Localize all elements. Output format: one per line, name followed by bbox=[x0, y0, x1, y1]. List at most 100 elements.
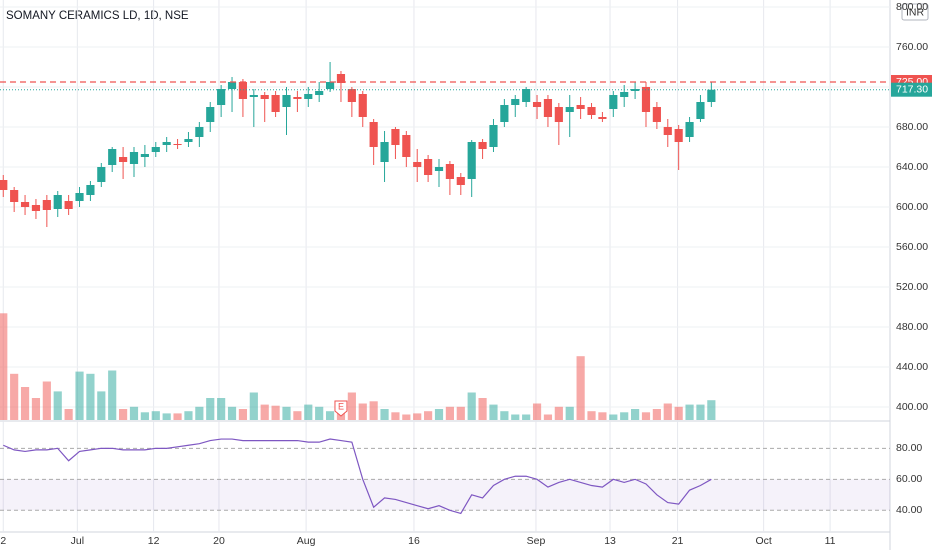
volume-bar bbox=[522, 414, 531, 420]
volume-bar bbox=[173, 413, 182, 420]
rsi-tick-label: 40.00 bbox=[896, 504, 922, 516]
y-tick-label: 400.00 bbox=[896, 401, 928, 413]
volume-bar bbox=[293, 411, 302, 420]
candle-body bbox=[369, 122, 378, 147]
volume-bar bbox=[31, 398, 41, 420]
volume-bar bbox=[565, 406, 574, 420]
candle-body bbox=[315, 91, 324, 95]
volume-bar bbox=[249, 392, 258, 420]
candle-body bbox=[260, 95, 269, 99]
x-tick-label: 12 bbox=[148, 535, 160, 547]
y-tick-label: 680.00 bbox=[896, 121, 928, 133]
candle-body bbox=[86, 185, 95, 195]
volume-bar bbox=[641, 412, 651, 420]
candle-body bbox=[467, 142, 476, 179]
volume-bar bbox=[511, 414, 520, 420]
candle-body bbox=[97, 167, 106, 182]
volume-bar bbox=[456, 406, 465, 420]
candle-body bbox=[31, 205, 41, 211]
volume-bar bbox=[478, 398, 487, 420]
volume-bar bbox=[576, 356, 585, 420]
currency-box[interactable] bbox=[901, 3, 929, 21]
volume-bar bbox=[631, 409, 640, 420]
volume-bar bbox=[369, 401, 378, 420]
candle-body bbox=[20, 202, 30, 207]
volume-bar bbox=[119, 409, 128, 420]
candle-body bbox=[271, 95, 280, 112]
volume-bar bbox=[598, 412, 607, 420]
candle-body bbox=[652, 107, 661, 122]
volume-bar bbox=[315, 406, 324, 420]
x-tick-label: 13 bbox=[604, 535, 616, 547]
candle-body bbox=[707, 89, 716, 102]
volume-bar bbox=[413, 413, 422, 420]
volume-bar bbox=[325, 411, 335, 420]
volume-bar bbox=[10, 373, 19, 420]
candle-body bbox=[511, 99, 520, 105]
volume-bar bbox=[445, 406, 454, 420]
x-tick-label: Sep bbox=[527, 535, 546, 547]
volume-bar bbox=[97, 391, 106, 420]
volume-bar bbox=[75, 371, 84, 420]
volume-bar bbox=[86, 373, 95, 420]
volume-bar bbox=[620, 412, 629, 420]
candle-body bbox=[10, 190, 19, 202]
volume-bar bbox=[42, 381, 51, 420]
candle-body bbox=[173, 144, 182, 145]
volume-bar bbox=[500, 411, 509, 420]
candle-body bbox=[641, 87, 651, 112]
y-tick-label: 560.00 bbox=[896, 241, 928, 253]
volume-bar bbox=[64, 409, 73, 420]
candle-body bbox=[206, 107, 215, 122]
candle-body bbox=[554, 107, 563, 122]
chart-title: SOMANY CERAMICS LD, 1D, NSE bbox=[6, 10, 189, 22]
currency: INR bbox=[906, 6, 925, 18]
candle-body bbox=[598, 117, 607, 119]
candle-body bbox=[347, 89, 356, 102]
candle-body bbox=[696, 102, 705, 119]
rsi-line bbox=[3, 438, 712, 515]
candle-body bbox=[249, 95, 258, 97]
volume-bar bbox=[489, 404, 498, 420]
y-tick-label: 440.00 bbox=[896, 361, 928, 373]
volume-bar bbox=[674, 406, 683, 420]
candle-body bbox=[184, 139, 193, 142]
candle-body bbox=[402, 135, 411, 157]
candle-body bbox=[42, 200, 51, 210]
x-tick-label: Aug bbox=[297, 535, 316, 547]
candle-body bbox=[576, 105, 585, 109]
y-tick-label: 760.00 bbox=[896, 41, 928, 53]
candle-body bbox=[434, 167, 444, 171]
candle-body bbox=[380, 142, 389, 162]
volume-bar bbox=[20, 387, 30, 420]
earnings-label: E bbox=[338, 401, 344, 411]
volume-bar bbox=[304, 404, 313, 420]
candle-body bbox=[391, 129, 400, 145]
candle-body bbox=[620, 92, 629, 97]
rsi-band bbox=[0, 479, 890, 511]
volume-bar bbox=[151, 411, 160, 420]
x-tick-label: 20 bbox=[213, 535, 225, 547]
grid bbox=[0, 0, 890, 532]
candle-body bbox=[0, 180, 8, 190]
volume-bar bbox=[652, 409, 661, 420]
volume-bar bbox=[391, 412, 400, 420]
candle-body bbox=[478, 142, 487, 149]
candle-body bbox=[685, 122, 694, 137]
candle-body bbox=[543, 99, 553, 117]
volume-bar bbox=[347, 392, 356, 420]
volume-bar bbox=[227, 406, 237, 420]
candle-body bbox=[227, 82, 237, 89]
candle-body bbox=[53, 195, 62, 209]
volume-bar bbox=[358, 403, 367, 420]
candle-body bbox=[129, 152, 139, 164]
rsi-tick-label: 60.00 bbox=[896, 473, 922, 485]
candle-body bbox=[325, 82, 335, 89]
x-tick-label: 2 bbox=[0, 535, 6, 547]
x-tick-label: 16 bbox=[408, 535, 420, 547]
volume-bar bbox=[609, 414, 618, 420]
volume-bar bbox=[260, 404, 269, 420]
candle-body bbox=[75, 193, 84, 201]
